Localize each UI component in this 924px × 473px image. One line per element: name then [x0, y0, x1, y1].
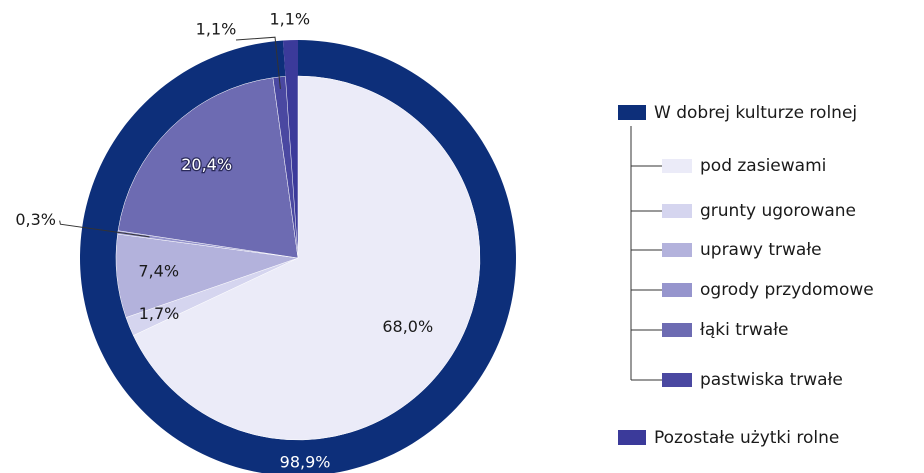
legend-label: pod zasiewami	[700, 156, 826, 176]
data-label: 0,3%	[15, 210, 56, 229]
legend-swatch	[662, 204, 692, 218]
legend-label: pastwiska trwałe	[700, 370, 843, 390]
legend-label: W dobrej kulturze rolnej	[654, 103, 857, 123]
data-label: 20,4%	[181, 155, 232, 174]
legend-swatch	[662, 323, 692, 337]
legend-swatch	[618, 105, 646, 120]
pie-slice	[117, 77, 299, 259]
legend-label: grunty ugorowane	[700, 201, 856, 221]
data-label: 1,1%	[196, 20, 237, 39]
legend-label: uprawy trwałe	[700, 240, 822, 260]
legend-label: Pozostałe użytki rolne	[654, 428, 839, 448]
data-label: 7,4%	[138, 262, 179, 281]
legend-swatch	[662, 283, 692, 297]
data-label: 1,7%	[139, 304, 180, 323]
legend-swatch	[618, 430, 646, 445]
data-label: 1,1%	[269, 10, 310, 29]
leader-line	[59, 220, 150, 238]
pie-slice	[132, 75, 481, 441]
leader-line	[235, 36, 281, 89]
data-label: 98,9%	[280, 452, 331, 471]
legend-label: ogrody przydomowe	[700, 280, 874, 300]
legend-label: łąki trwałe	[700, 320, 789, 340]
data-label: 68,0%	[382, 317, 433, 336]
legend-swatch	[662, 159, 692, 173]
legend-swatch	[662, 243, 692, 257]
legend-swatch	[662, 373, 692, 387]
